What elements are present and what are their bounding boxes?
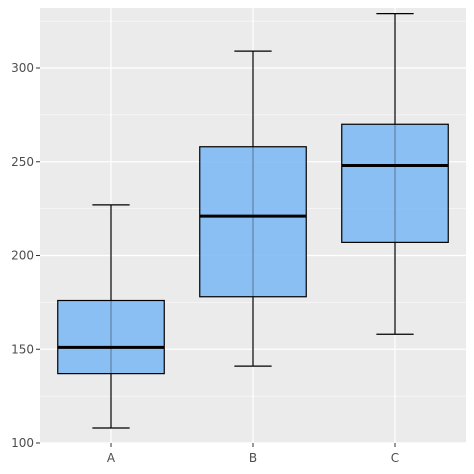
y-tick-label: 300 (11, 61, 34, 75)
box-C (341, 13, 449, 335)
box-A (57, 204, 165, 429)
boxes-layer (57, 13, 449, 429)
x-tick-label: B (249, 451, 257, 465)
box-B (199, 50, 307, 367)
y-tick-label: 250 (11, 155, 34, 169)
y-axis: 100 150 200 250 300 (11, 61, 40, 450)
x-tick-label: A (107, 451, 116, 465)
x-tick-label: C (391, 451, 399, 465)
y-tick-label: 200 (11, 249, 34, 263)
y-tick-label: 100 (11, 436, 34, 450)
y-tick-label: 150 (11, 342, 34, 356)
x-axis: A B C (107, 443, 399, 465)
